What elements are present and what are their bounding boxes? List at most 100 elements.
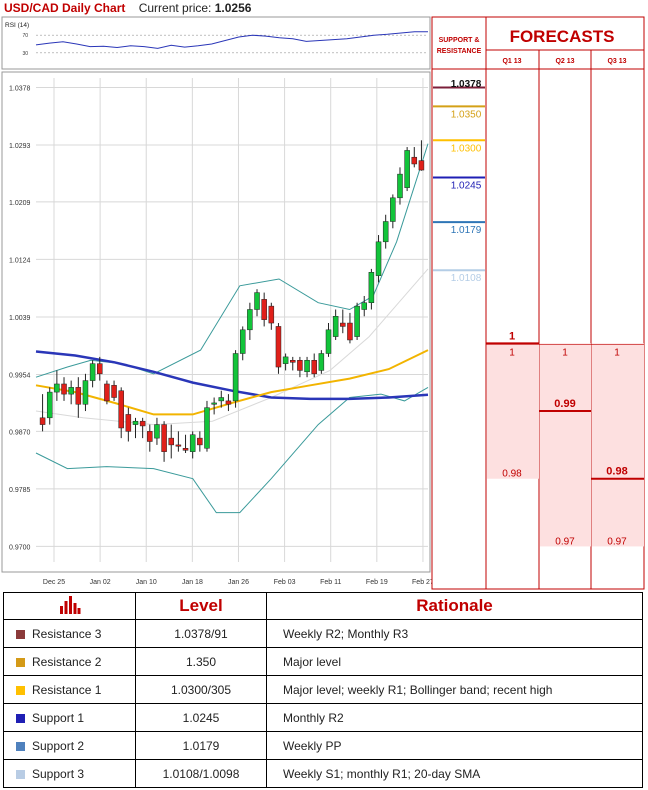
candle-body — [147, 431, 153, 442]
level-name-text: Support 3 — [32, 766, 85, 781]
forecast-range-q2 — [540, 343, 591, 547]
forecast-q3-high: 1 — [614, 347, 620, 358]
x-tick-label: Jan 02 — [90, 579, 111, 586]
level-swatch — [16, 769, 25, 779]
moving-average-yellow-line — [35, 349, 429, 416]
table-header-rationale: Rationale — [266, 592, 643, 620]
candle-body — [161, 424, 167, 452]
x-tick-label: Jan 18 — [182, 579, 203, 586]
level-rationale: Monthly R2 — [266, 703, 643, 732]
candle-body — [175, 444, 182, 447]
table-row: Support 2 1.0179 Weekly PP — [3, 731, 643, 760]
level-value: 1.0245 — [451, 181, 482, 192]
candle-body — [297, 360, 303, 371]
x-tick-label: Feb 27 — [412, 579, 434, 586]
level-name-text: Support 1 — [32, 710, 85, 725]
level-rationale: Major level — [266, 647, 643, 676]
rsi-label: RSI (14) — [5, 22, 29, 29]
y-tick-label: 1.0378 — [9, 85, 31, 92]
x-tick-label: Feb 11 — [320, 579, 341, 586]
candle-body — [361, 302, 367, 310]
forecast-q1-low: 0.98 — [502, 469, 522, 480]
candle-body — [354, 305, 360, 337]
candle-body — [118, 390, 124, 429]
level-swatch — [16, 657, 25, 667]
level-rationale: Weekly R2; Monthly R3 — [266, 619, 643, 648]
level-name: Support 3 — [3, 759, 136, 788]
quarter-q1: Q1 13 — [502, 58, 521, 65]
candle-body — [68, 387, 74, 395]
candle-body — [139, 420, 146, 427]
candle-body — [397, 173, 403, 199]
candle-body — [204, 407, 210, 449]
level-name: Support 1 — [3, 703, 136, 732]
candle-body — [168, 437, 174, 446]
candle-body — [411, 156, 418, 165]
candle-body — [54, 383, 60, 393]
candle-body — [332, 316, 339, 337]
candle-body — [275, 326, 282, 368]
level-value: 1.0378/91 — [135, 619, 267, 648]
usdcad-chart: RSI (14) 1.0378 1.0293 1.0209 1.0124 1.0039 0… — [1, 16, 645, 590]
rsi-line — [35, 31, 428, 49]
level-name: Support 2 — [3, 731, 136, 760]
candle-body — [125, 414, 132, 432]
level-name-text: Resistance 3 — [32, 626, 102, 641]
candle-body — [182, 448, 189, 451]
bar-chart-icon — [59, 595, 80, 614]
candle-body — [254, 292, 260, 310]
level-value: 1.0300/305 — [135, 675, 267, 704]
candle-body — [382, 221, 389, 243]
level-name-text: Support 2 — [32, 738, 85, 753]
candle-body — [89, 363, 96, 381]
candle-body — [111, 385, 117, 398]
table-row: Resistance 1 1.0300/305 Major level; weekl… — [3, 675, 643, 704]
candle-body — [211, 402, 217, 405]
level-value: 1.0179 — [135, 731, 267, 760]
level-rationale: Weekly PP — [266, 731, 643, 760]
current-price-value: 1.0256 — [214, 1, 252, 15]
table-row: Resistance 2 1.350 Major level — [3, 647, 643, 676]
current-price-label: Current price: — [138, 1, 212, 15]
candle-body — [404, 150, 410, 188]
quarter-q2: Q2 13 — [555, 58, 574, 65]
y-tick-label: 1.0039 — [9, 315, 31, 322]
y-tick-label: 1.0124 — [9, 257, 31, 264]
candle-body — [268, 305, 275, 324]
candle-body — [132, 420, 139, 425]
level-value: 1.0179 — [451, 225, 482, 236]
y-tick-label: 0.9700 — [9, 544, 31, 551]
forecast-plot-layer: 1 1 0.98 1 0.99 0.97 1 0.98 0.97 — [486, 330, 644, 547]
forecast-q3-low: 0.97 — [607, 536, 627, 547]
candle-body — [97, 363, 103, 375]
table-header-level: Level — [135, 592, 267, 620]
chart-header: USD/CAD Daily Chart Current price: 1.025… — [4, 0, 251, 16]
candle-body — [368, 272, 375, 303]
price-panel — [1, 71, 431, 573]
rsi-tick-label: 70 — [22, 33, 28, 39]
quarter-q3: Q3 13 — [607, 58, 626, 65]
x-tick-label: Jan 10 — [136, 579, 157, 586]
level-swatch — [16, 741, 25, 751]
forecast-q2-low: 0.97 — [555, 536, 575, 547]
level-value: 1.350 — [135, 647, 267, 676]
y-tick-label: 1.0293 — [9, 143, 31, 150]
forecast-q2-mark-label: 0.99 — [554, 398, 575, 410]
x-tick-label: Feb 03 — [274, 579, 296, 586]
candle-body — [232, 353, 239, 402]
level-value: 1.0108/1.0098 — [135, 759, 267, 788]
candle-body — [189, 434, 196, 452]
x-tick-label: Jan 26 — [228, 579, 249, 586]
level-markers-layer: 1.0378 1.0350 1.0300 1.0245 1.0179 1.0108 — [433, 79, 485, 284]
x-tick-label: Feb 19 — [366, 579, 388, 586]
support-resistance-label-2: RESISTANCE — [437, 48, 482, 55]
x-tick-label: Dec 25 — [43, 579, 65, 586]
level-swatch — [16, 685, 25, 695]
y-tick-label: 0.9954 — [9, 372, 31, 379]
bollinger-middle-line — [35, 268, 429, 426]
rsi-tick-label: 30 — [22, 51, 28, 57]
forecast-range-q1 — [487, 343, 539, 479]
level-name-text: Resistance 1 — [32, 682, 102, 697]
candle-body — [261, 299, 267, 320]
candle-body — [46, 391, 53, 419]
